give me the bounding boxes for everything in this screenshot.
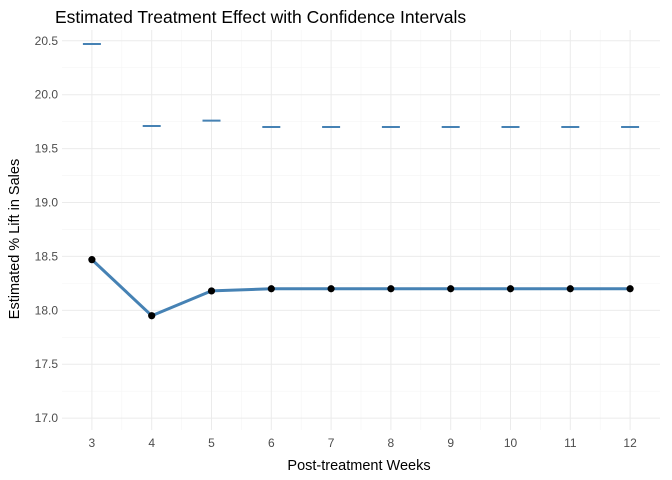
x-tick-label: 12 xyxy=(623,436,637,450)
y-tick-label: 17.0 xyxy=(35,411,59,425)
estimate-line xyxy=(90,258,631,318)
data-point xyxy=(88,256,96,264)
data-point xyxy=(387,285,395,293)
y-tick-label: 19.0 xyxy=(35,196,59,210)
y-tick-label: 18.5 xyxy=(35,249,59,263)
data-point xyxy=(207,287,216,295)
upper-ci-marks xyxy=(82,43,640,129)
data-point xyxy=(267,285,275,293)
chart-title: Estimated Treatment Effect with Confiden… xyxy=(55,7,466,27)
x-tick-label: 5 xyxy=(208,436,215,450)
y-axis-ticks: 17.0 17.5 18.0 18.5 19.0 19.5 20.0 20.5 xyxy=(35,34,59,425)
y-tick-label: 17.5 xyxy=(35,357,59,371)
data-point xyxy=(626,285,634,293)
x-tick-label: 6 xyxy=(268,436,275,450)
y-tick-label: 18.0 xyxy=(35,303,59,317)
x-tick-label: 11 xyxy=(564,436,577,450)
x-tick-label: 4 xyxy=(148,436,155,450)
data-point xyxy=(506,285,515,293)
y-axis-label: Estimated % Lift in Sales xyxy=(7,159,23,319)
data-point xyxy=(447,285,455,293)
x-axis-label: Post-treatment Weeks xyxy=(287,458,430,474)
data-point xyxy=(148,312,156,320)
y-tick-label: 20.5 xyxy=(35,34,59,48)
x-axis-ticks: 3 4 5 6 7 8 9 10 11 12 xyxy=(89,436,638,450)
x-tick-label: 8 xyxy=(388,436,395,450)
y-tick-label: 19.5 xyxy=(35,142,59,156)
x-tick-label: 7 xyxy=(328,436,335,450)
estimate-points xyxy=(88,256,634,320)
x-tick-label: 3 xyxy=(89,436,96,450)
x-tick-label: 10 xyxy=(504,436,518,450)
grid xyxy=(62,30,660,430)
data-point xyxy=(566,285,574,293)
x-tick-label: 9 xyxy=(447,436,454,450)
y-tick-label: 20.0 xyxy=(35,88,59,102)
data-point xyxy=(327,285,335,293)
